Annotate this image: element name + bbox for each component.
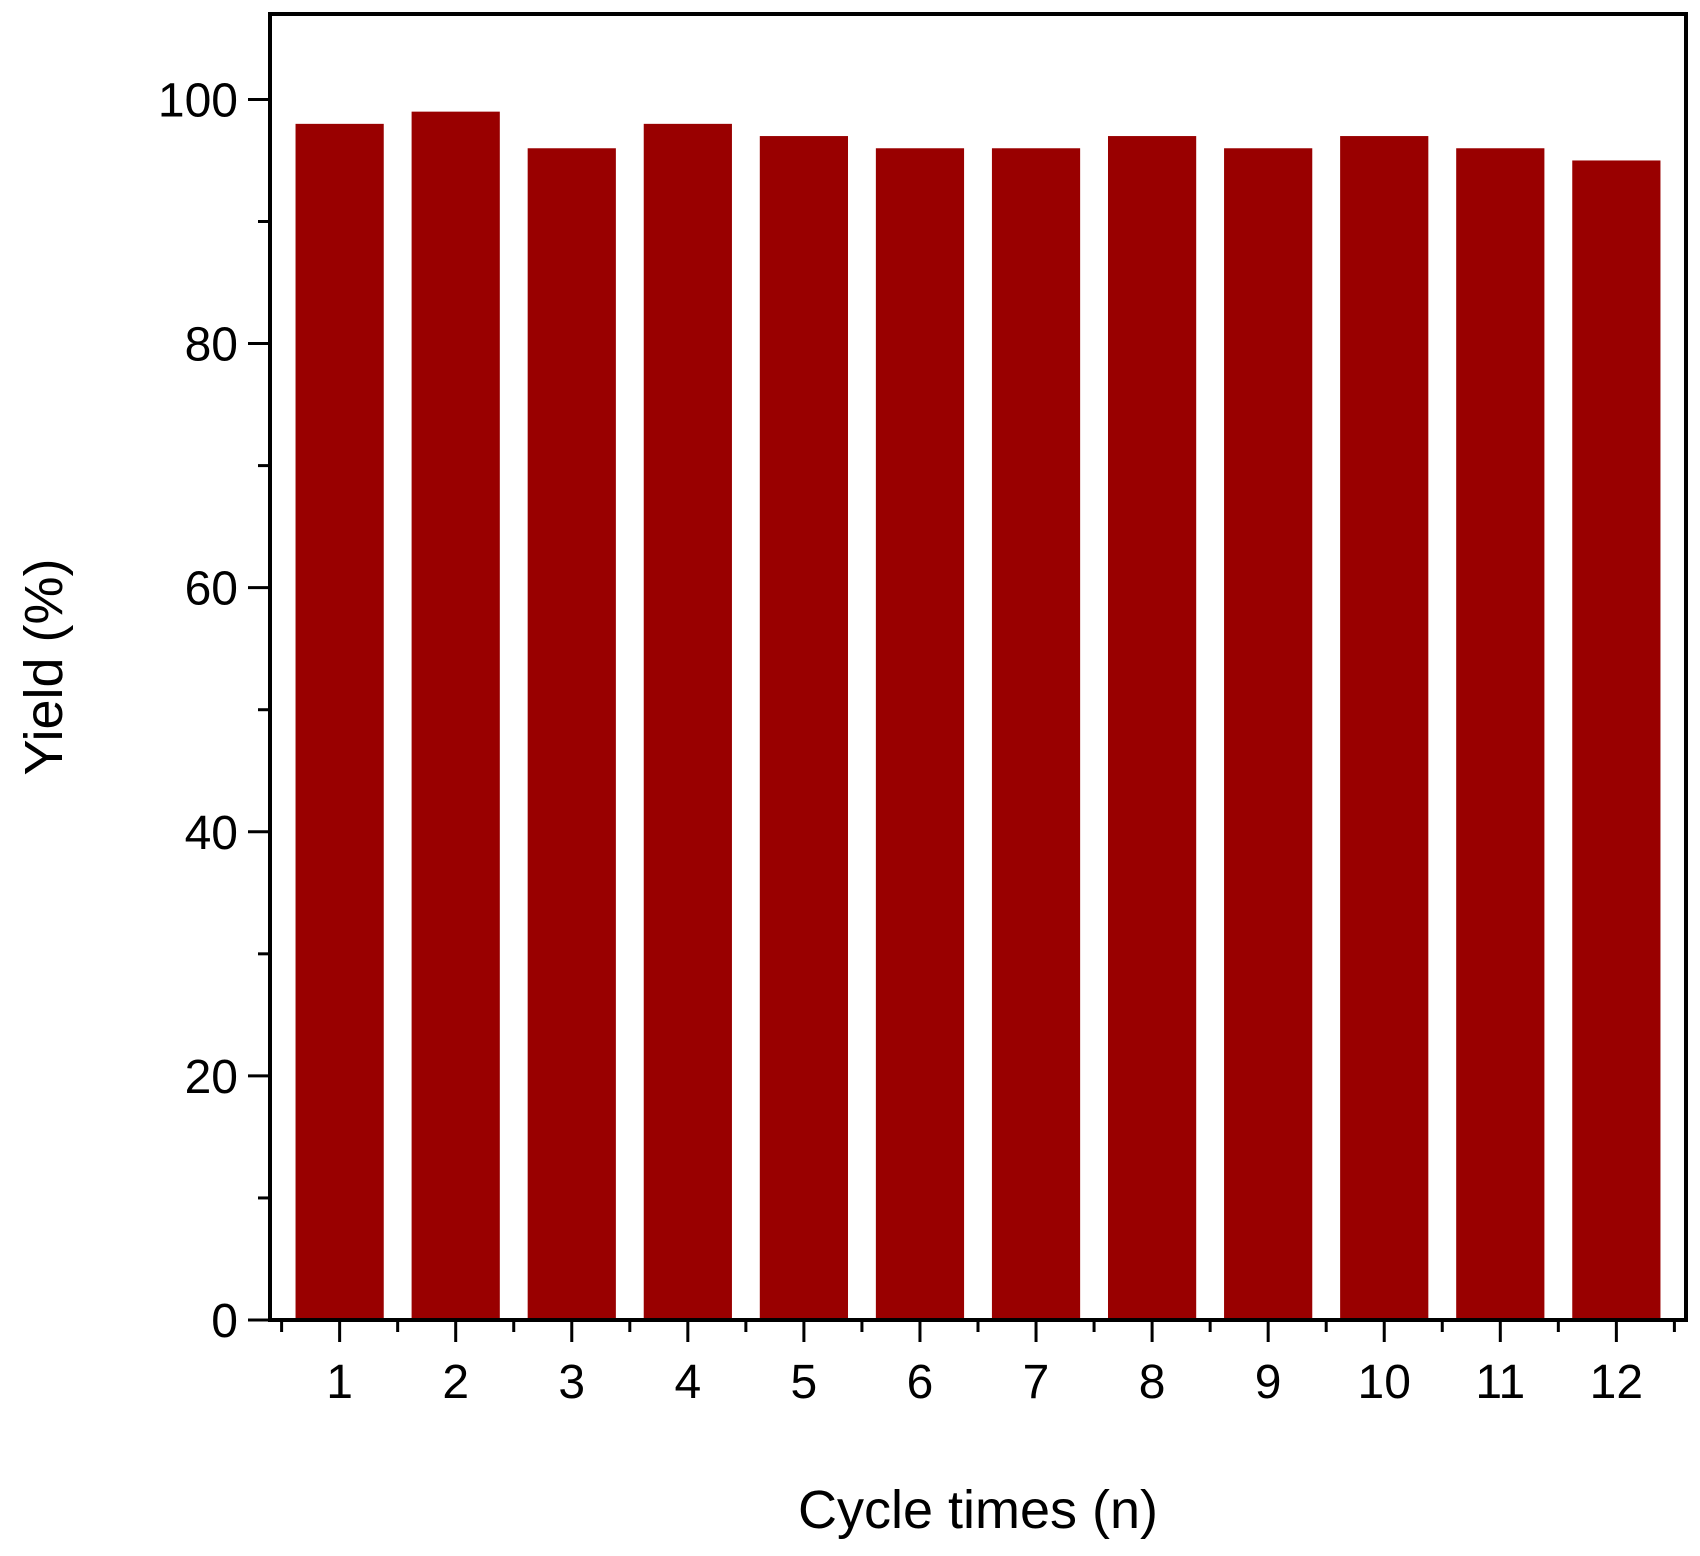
x-tick-label: 2: [442, 1356, 469, 1409]
bar-cycle-12: [1572, 160, 1661, 1320]
x-axis-tick-labels: 1 2 3 4 5 6 7 8 9 10 11 12: [326, 1356, 1643, 1409]
y-axis-title: Yield (%): [14, 558, 74, 775]
y-tick-label: 80: [185, 319, 238, 372]
x-tick-label: 9: [1255, 1356, 1282, 1409]
y-tick-label: 0: [211, 1295, 238, 1348]
bar-cycle-5: [759, 136, 849, 1321]
bar-cycle-11: [1456, 148, 1545, 1320]
x-tick-label: 12: [1590, 1356, 1643, 1409]
bar-cycle-1: [295, 123, 384, 1320]
x-tick-label: 3: [558, 1356, 585, 1409]
bar-cycle-4: [643, 123, 732, 1320]
y-tick-label: 60: [185, 563, 238, 616]
x-tick-label: 1: [326, 1356, 353, 1409]
bar-cycle-9: [1224, 148, 1313, 1320]
x-tick-label: 8: [1139, 1356, 1166, 1409]
bar-cycle-10: [1340, 136, 1429, 1321]
x-tick-label: 11: [1475, 1356, 1525, 1409]
y-tick-label: 100: [158, 74, 238, 127]
bar-cycle-6: [875, 148, 965, 1320]
x-tick-label: 5: [791, 1356, 818, 1409]
x-tick-label: 4: [674, 1356, 701, 1409]
bar-cycle-3: [527, 148, 616, 1320]
bars-group: [295, 111, 1661, 1321]
y-axis-tick-labels: 0 20 40 60 80 100: [158, 74, 238, 1348]
x-tick-label: 6: [907, 1356, 934, 1409]
y-axis-ticks: [248, 97, 270, 1322]
x-axis-ticks: [280, 1320, 1676, 1342]
x-axis-title: Cycle times (n): [798, 1480, 1158, 1540]
y-tick-label: 20: [185, 1051, 238, 1104]
x-tick-label: 10: [1358, 1356, 1411, 1409]
bar-cycle-8: [1107, 136, 1197, 1321]
y-tick-label: 40: [185, 807, 238, 860]
bar-cycle-2: [411, 111, 500, 1320]
x-tick-label: 7: [1023, 1356, 1050, 1409]
bar-cycle-7: [991, 148, 1081, 1320]
